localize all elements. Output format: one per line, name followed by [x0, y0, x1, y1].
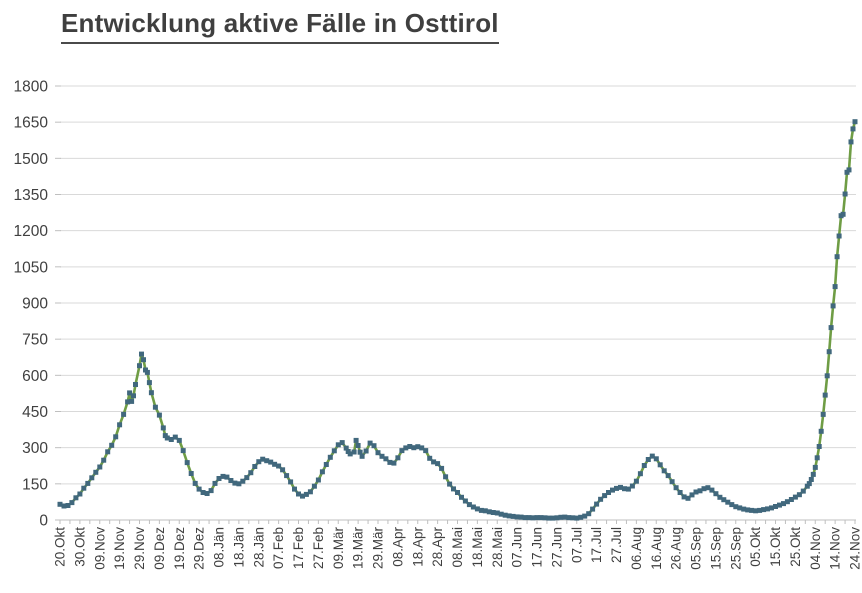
- svg-text:15.Sep: 15.Sep: [708, 527, 723, 570]
- series-markers: [57, 119, 858, 521]
- svg-text:18.Apr: 18.Apr: [410, 527, 425, 567]
- svg-text:07.Feb: 07.Feb: [271, 527, 286, 569]
- x-axis-labels: 20.Okt 30.Okt 09.Nov 19.Nov 29.Nov 09.Dez 19.D…: [53, 527, 862, 570]
- svg-text:09.Nov: 09.Nov: [92, 527, 107, 570]
- svg-text:1350: 1350: [14, 187, 49, 204]
- svg-text:25.Sep: 25.Sep: [728, 527, 743, 570]
- svg-text:08.Mai: 08.Mai: [450, 527, 465, 568]
- svg-text:26.Aug: 26.Aug: [669, 527, 684, 570]
- svg-text:17.Feb: 17.Feb: [291, 527, 306, 569]
- svg-text:17.Jul: 17.Jul: [589, 527, 604, 563]
- svg-text:450: 450: [22, 404, 48, 421]
- svg-text:07.Jun: 07.Jun: [510, 527, 525, 568]
- svg-text:29.Nov: 29.Nov: [132, 527, 147, 570]
- svg-text:05.Sep: 05.Sep: [689, 527, 704, 570]
- svg-text:07.Jul: 07.Jul: [569, 527, 584, 563]
- svg-text:300: 300: [22, 440, 48, 457]
- svg-text:29.Mär: 29.Mär: [371, 527, 386, 570]
- svg-text:05.Okt: 05.Okt: [748, 527, 763, 567]
- y-axis-labels: 0 150 300 450 600 750 900 1050 1200 1350 1500 1650 1…: [14, 78, 49, 529]
- svg-text:08.Jän: 08.Jän: [212, 527, 227, 568]
- series-line: [58, 120, 857, 520]
- svg-text:08.Apr: 08.Apr: [390, 527, 405, 567]
- svg-text:29.Dez: 29.Dez: [192, 527, 207, 570]
- svg-text:750: 750: [22, 332, 48, 349]
- svg-text:25.Okt: 25.Okt: [788, 527, 803, 567]
- svg-text:27.Feb: 27.Feb: [311, 527, 326, 569]
- svg-text:06.Aug: 06.Aug: [629, 527, 644, 570]
- svg-text:18.Jän: 18.Jän: [231, 527, 246, 568]
- svg-text:09.Dez: 09.Dez: [152, 527, 167, 570]
- svg-text:27.Jul: 27.Jul: [609, 527, 624, 563]
- svg-text:600: 600: [22, 368, 48, 385]
- svg-text:20.Okt: 20.Okt: [53, 527, 68, 567]
- svg-text:19.Nov: 19.Nov: [112, 527, 127, 570]
- svg-text:1050: 1050: [14, 259, 49, 276]
- y-gridlines: [60, 85, 856, 485]
- svg-text:19.Dez: 19.Dez: [172, 527, 187, 570]
- x-axis: [55, 519, 856, 524]
- y-tick-marks: [55, 85, 61, 521]
- svg-text:900: 900: [22, 295, 48, 312]
- svg-text:1800: 1800: [14, 78, 49, 95]
- svg-text:19.Mär: 19.Mär: [351, 527, 366, 570]
- svg-text:15.Okt: 15.Okt: [768, 527, 783, 567]
- chart-title: Entwicklung aktive Fälle in Osttirol: [61, 8, 499, 44]
- svg-text:16.Aug: 16.Aug: [649, 527, 664, 570]
- svg-text:24.Nov: 24.Nov: [848, 527, 862, 570]
- svg-text:09.Mär: 09.Mär: [331, 527, 346, 570]
- svg-text:27.Jun: 27.Jun: [549, 527, 564, 568]
- svg-text:28.Jän: 28.Jän: [251, 527, 266, 568]
- svg-text:0: 0: [39, 512, 48, 529]
- svg-text:1650: 1650: [14, 115, 49, 132]
- svg-text:18.Mai: 18.Mai: [470, 527, 485, 568]
- svg-text:14.Nov: 14.Nov: [828, 527, 843, 570]
- svg-text:30.Okt: 30.Okt: [72, 527, 87, 567]
- svg-text:1500: 1500: [14, 151, 49, 168]
- svg-text:28.Apr: 28.Apr: [430, 527, 445, 567]
- svg-text:04.Nov: 04.Nov: [808, 527, 823, 570]
- svg-text:1200: 1200: [14, 223, 49, 240]
- svg-text:150: 150: [22, 476, 48, 493]
- svg-text:17.Jun: 17.Jun: [530, 527, 545, 568]
- svg-text:28.Mai: 28.Mai: [490, 527, 505, 568]
